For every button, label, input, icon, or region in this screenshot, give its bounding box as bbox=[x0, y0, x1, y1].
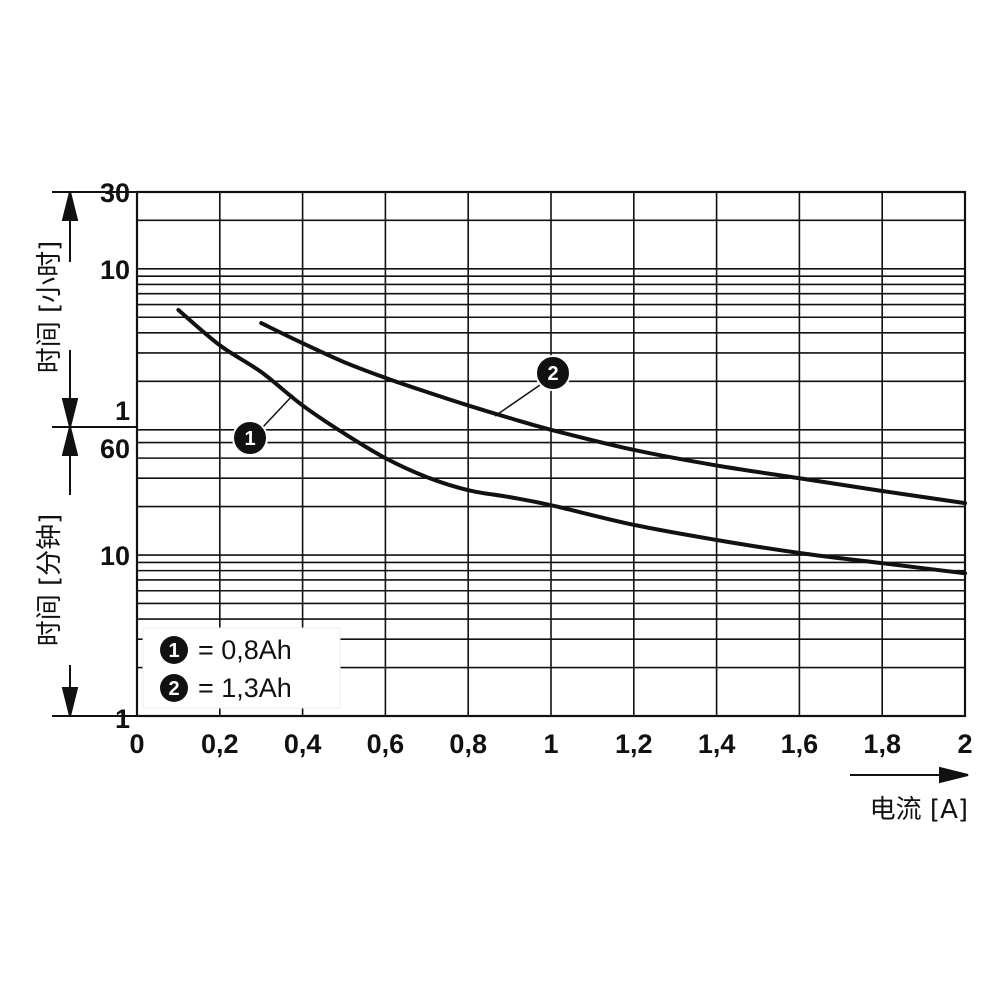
legend-entry-2: = 1,3Ah bbox=[198, 673, 292, 703]
x-label: 电流 [A] bbox=[870, 795, 968, 825]
arrow-right-icon bbox=[939, 766, 969, 784]
y-tick-label: 1 bbox=[115, 704, 130, 734]
callout-1-label: 1 bbox=[244, 428, 255, 450]
arrow-up-icon bbox=[61, 191, 79, 221]
x-tick-label: 2 bbox=[957, 729, 972, 759]
y-label-minutes: 时间 [分钟] bbox=[35, 514, 65, 647]
y-axis-arrows bbox=[52, 191, 969, 784]
curves bbox=[176, 307, 967, 576]
legend-entry-1: = 0,8Ah bbox=[198, 635, 292, 665]
callout-1: 1 bbox=[232, 394, 294, 456]
x-tick-label: 0,4 bbox=[284, 729, 322, 759]
callout-2-label: 2 bbox=[547, 363, 558, 385]
series-2-line bbox=[259, 321, 967, 506]
y-tick-label: 1 bbox=[115, 396, 130, 426]
legend: 1 = 0,8Ah 2 = 1,3Ah bbox=[142, 627, 341, 709]
series-1-line bbox=[176, 307, 967, 576]
legend-marker-2: 2 bbox=[168, 678, 179, 700]
x-tick-label: 0 bbox=[129, 729, 144, 759]
y-tick-label: 60 bbox=[100, 434, 130, 464]
y-tick-label: 10 bbox=[100, 255, 130, 285]
x-tick-label: 1,2 bbox=[615, 729, 653, 759]
x-tick-label: 1,8 bbox=[863, 729, 901, 759]
x-tick-label: 1,4 bbox=[698, 729, 736, 759]
plot-frame bbox=[135, 190, 967, 718]
x-tick-label: 0,8 bbox=[449, 729, 487, 759]
callout-2: 2 bbox=[494, 355, 571, 417]
x-tick-label: 1 bbox=[543, 729, 558, 759]
arrow-up-icon bbox=[61, 426, 79, 456]
y-label-hours: 时间 [小时] bbox=[35, 241, 65, 374]
legend-marker-1: 1 bbox=[168, 640, 179, 662]
y-tick-label: 10 bbox=[100, 541, 130, 571]
x-tick-label: 0,2 bbox=[201, 729, 239, 759]
x-tick-label: 1,6 bbox=[781, 729, 819, 759]
arrow-down-icon bbox=[61, 398, 79, 428]
arrow-down-icon bbox=[61, 687, 79, 717]
x-tick-label: 0,6 bbox=[367, 729, 405, 759]
grid bbox=[135, 190, 967, 718]
